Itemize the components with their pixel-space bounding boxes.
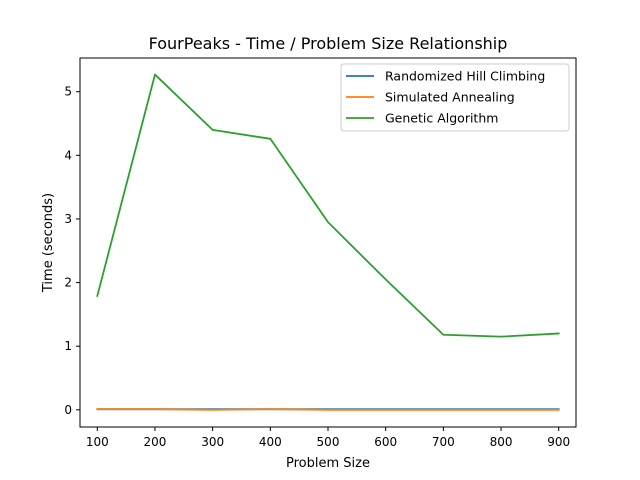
- y-tick-label: 3: [64, 212, 72, 226]
- series-line-1: [96, 408, 560, 411]
- plot-lines: [96, 73, 560, 411]
- legend-box: [340, 63, 570, 132]
- y-axis-ticks: 0 1 2 3 4 5: [64, 85, 80, 417]
- legend-label-0: Randomized Hill Climbing: [385, 69, 545, 84]
- legend-label-2: Genetic Algorithm: [385, 111, 498, 126]
- plot-frame: [79, 57, 577, 428]
- y-tick-label: 0: [64, 403, 72, 417]
- y-axis-label: Time (seconds): [41, 193, 56, 293]
- x-tick-label: 100: [86, 435, 109, 449]
- x-tick-label: 700: [432, 435, 455, 449]
- chart-title: FourPeaks - Time / Problem Size Relation…: [149, 34, 508, 53]
- legend-label-1: Simulated Annealing: [385, 90, 515, 105]
- x-tick-label: 400: [259, 435, 282, 449]
- y-tick-label: 4: [64, 148, 72, 162]
- x-axis-ticks: 100 200 300 400 500 600 700 800 900: [86, 427, 570, 449]
- y-tick-label: 2: [64, 276, 72, 290]
- series-line-2: [96, 73, 560, 338]
- x-tick-label: 900: [547, 435, 570, 449]
- y-tick-label: 1: [64, 339, 72, 353]
- legend: Randomized Hill Climbing Simulated Anneal…: [340, 63, 570, 132]
- x-axis-label: Problem Size: [286, 456, 370, 471]
- x-tick-label: 300: [201, 435, 224, 449]
- x-tick-label: 600: [374, 435, 397, 449]
- x-tick-label: 200: [144, 435, 167, 449]
- legend-items: Randomized Hill Climbing Simulated Anneal…: [346, 69, 545, 126]
- y-tick-label: 5: [64, 85, 72, 99]
- x-tick-label: 500: [317, 435, 340, 449]
- x-tick-label: 800: [490, 435, 513, 449]
